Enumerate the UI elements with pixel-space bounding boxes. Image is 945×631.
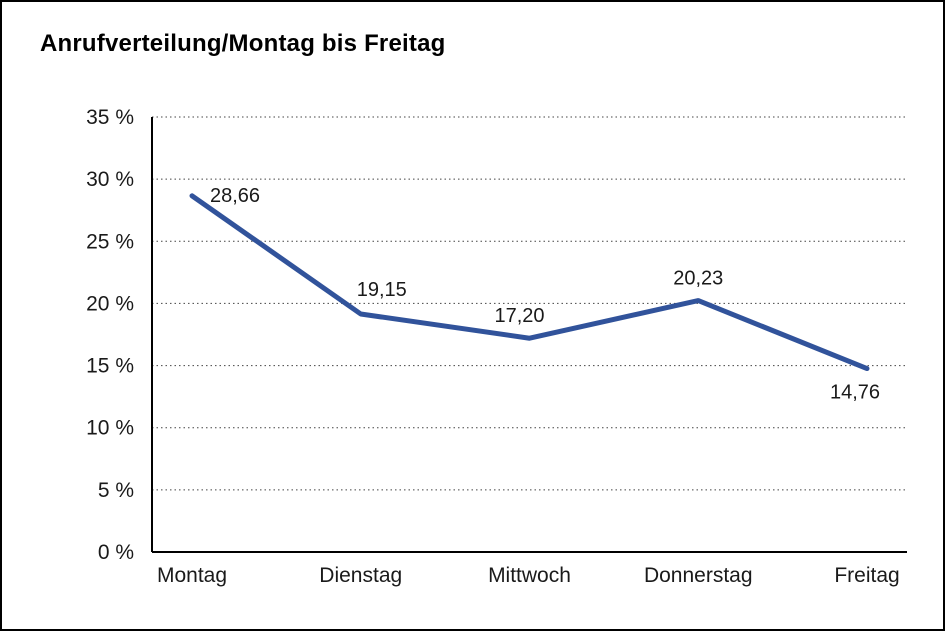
data-point-label: 28,66 bbox=[210, 185, 260, 207]
x-axis-category-label: Donnerstag bbox=[644, 564, 753, 587]
data-point-label: 14,76 bbox=[830, 382, 880, 404]
y-axis-tick-label: 30 % bbox=[86, 168, 134, 191]
data-line-series bbox=[189, 193, 870, 372]
data-point-label: 20,23 bbox=[673, 268, 723, 290]
y-axis-tick-label: 10 % bbox=[86, 417, 134, 440]
y-axis-tick-label: 5 % bbox=[98, 479, 134, 502]
x-axis-category-label: Freitag bbox=[834, 564, 899, 587]
data-point-label: 17,20 bbox=[494, 305, 544, 327]
y-axis-tick-label: 20 % bbox=[86, 292, 134, 315]
y-axis-tick-label: 25 % bbox=[86, 230, 134, 253]
chart-title: Anrufverteilung/Montag bis Freitag bbox=[40, 30, 446, 57]
x-axis-category-label: Montag bbox=[157, 564, 227, 587]
y-axis-tick-label: 15 % bbox=[86, 355, 134, 378]
y-axis-tick-label: 0 % bbox=[98, 541, 134, 564]
y-axis-tick-label: 35 % bbox=[86, 106, 134, 129]
x-axis-category-label: Dienstag bbox=[319, 564, 402, 587]
data-point-label: 19,15 bbox=[357, 279, 407, 301]
x-axis-category-label: Mittwoch bbox=[488, 564, 571, 587]
